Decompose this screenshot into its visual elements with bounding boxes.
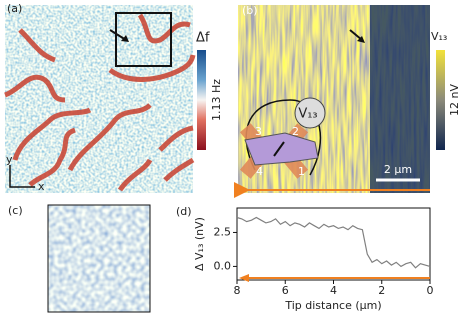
axis-x: x	[38, 180, 45, 193]
x-tick-label: 2	[378, 284, 385, 297]
x-tick-label: 0	[427, 284, 434, 297]
arrow-head	[121, 35, 129, 42]
colorbar-scale: 12 nV	[448, 84, 461, 116]
x-tick-label: 8	[234, 284, 241, 297]
probe-label: V₁₃	[298, 107, 317, 122]
x-tick-label: 4	[330, 284, 337, 297]
y-axis-label: Δ V₁₃ (nV)	[193, 217, 206, 271]
map-b-dark	[370, 5, 430, 193]
colorbar	[436, 50, 445, 150]
scale-bar-label: 2 μm	[384, 163, 412, 176]
colorbar-title: V₁₃	[431, 30, 447, 43]
y-tick-label: 0.0	[214, 259, 232, 272]
tip-arrow-head	[239, 274, 249, 282]
arrow-head	[357, 36, 365, 43]
contact-label: 3	[255, 125, 262, 138]
contact-label: 4	[256, 165, 263, 178]
map-c	[48, 205, 150, 312]
domain-walls	[3, 13, 196, 192]
colorbar-scale: 1.13 Hz	[210, 79, 223, 121]
contact-label: 2	[292, 125, 299, 138]
colorbar-title: Δf	[196, 31, 210, 46]
panel-label: (b)	[242, 4, 258, 17]
x-tick-label: 6	[282, 284, 289, 297]
map-c-frame	[47, 204, 151, 313]
axes-indicator	[9, 165, 35, 188]
sample	[244, 132, 319, 166]
panel-label: (a)	[7, 2, 22, 15]
plot-frame	[236, 207, 431, 281]
panel-label: (d)	[176, 205, 192, 218]
axis-y: y	[6, 153, 13, 166]
contact-label: 1	[298, 165, 305, 178]
x-axis-label: Tip distance (μm)	[284, 299, 381, 312]
panel-label: (c)	[8, 204, 23, 217]
y-tick-label: 2.5	[214, 225, 232, 238]
probe	[294, 97, 326, 129]
colorbar	[197, 50, 206, 150]
zoom-box	[115, 12, 172, 67]
arrow	[273, 141, 285, 157]
data-line	[236, 216, 431, 269]
map-a	[5, 5, 193, 193]
